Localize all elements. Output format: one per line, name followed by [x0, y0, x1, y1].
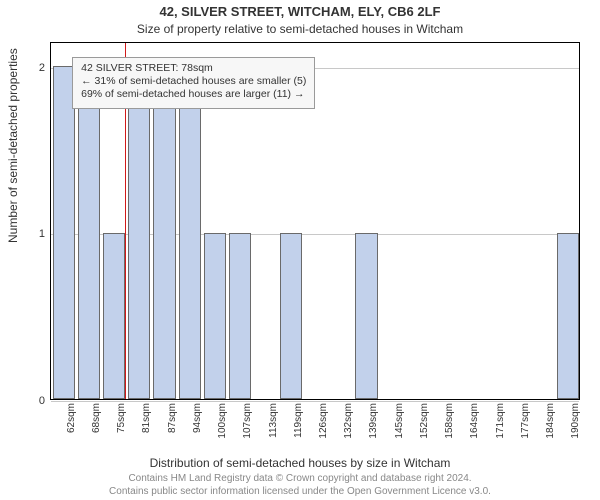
histogram-bar	[229, 233, 251, 400]
histogram-bar	[128, 66, 150, 399]
x-tick-label: 75sqm	[116, 403, 127, 433]
grid-line	[51, 401, 579, 402]
histogram-bar	[355, 233, 377, 400]
y-tick-label: 2	[39, 62, 45, 74]
x-tick-label: 177sqm	[520, 403, 531, 439]
histogram-bar	[78, 66, 100, 399]
x-tick-label: 62sqm	[66, 403, 77, 433]
legend-line-2: ← 31% of semi-detached houses are smalle…	[81, 75, 306, 88]
chart-subtitle: Size of property relative to semi-detach…	[0, 22, 600, 36]
x-tick-label: 184sqm	[545, 403, 556, 439]
histogram-bar	[103, 233, 125, 400]
histogram-bar	[280, 233, 302, 400]
x-tick-label: 100sqm	[217, 403, 228, 439]
plot-area: 01262sqm68sqm75sqm81sqm87sqm94sqm100sqm1…	[50, 42, 580, 400]
x-tick-label: 152sqm	[419, 403, 430, 439]
x-tick-label: 158sqm	[444, 403, 455, 439]
chart-container: 42, SILVER STREET, WITCHAM, ELY, CB6 2LF…	[0, 0, 600, 500]
histogram-bar	[53, 66, 75, 399]
x-tick-label: 68sqm	[91, 403, 102, 433]
x-tick-label: 139sqm	[368, 403, 379, 439]
legend-box: 42 SILVER STREET: 78sqm ← 31% of semi-de…	[72, 57, 315, 108]
footer-line-2: Contains public sector information licen…	[109, 486, 491, 497]
legend-line-1: 42 SILVER STREET: 78sqm	[81, 62, 306, 75]
x-axis-label: Distribution of semi-detached houses by …	[0, 456, 600, 470]
x-tick-label: 164sqm	[469, 403, 480, 439]
x-tick-label: 119sqm	[293, 403, 304, 438]
x-tick-label: 87sqm	[167, 403, 178, 433]
x-tick-label: 171sqm	[495, 403, 506, 439]
histogram-bar	[153, 66, 175, 399]
x-tick-label: 132sqm	[343, 403, 354, 439]
y-axis-label: Number of semi-detached properties	[6, 48, 20, 243]
x-tick-label: 81sqm	[141, 403, 152, 433]
x-tick-label: 107sqm	[242, 403, 253, 439]
footer-attribution: Contains HM Land Registry data © Crown c…	[0, 473, 600, 498]
histogram-bar	[179, 66, 201, 399]
x-tick-label: 94sqm	[192, 403, 203, 433]
x-tick-label: 190sqm	[570, 403, 581, 439]
footer-line-1: Contains HM Land Registry data © Crown c…	[128, 473, 471, 484]
legend-line-3: 69% of semi-detached houses are larger (…	[81, 88, 306, 101]
x-tick-label: 126sqm	[318, 403, 329, 439]
histogram-bar	[204, 233, 226, 400]
x-tick-label: 113sqm	[268, 403, 279, 438]
x-tick-label: 145sqm	[394, 403, 405, 439]
histogram-bar	[557, 233, 579, 400]
chart-title: 42, SILVER STREET, WITCHAM, ELY, CB6 2LF	[0, 4, 600, 19]
y-tick-label: 0	[39, 395, 45, 407]
y-tick-label: 1	[39, 228, 45, 240]
